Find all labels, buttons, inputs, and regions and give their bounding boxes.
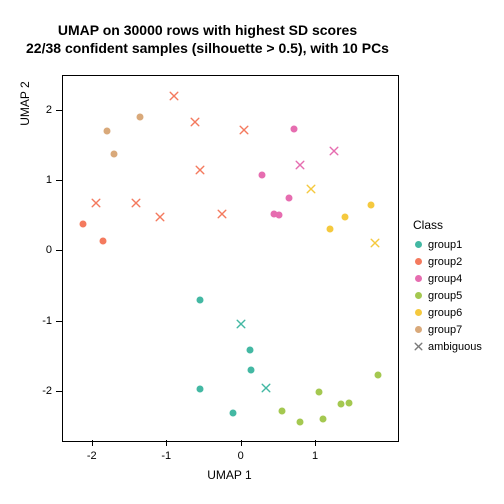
data-point xyxy=(79,220,86,227)
legend-title: Class xyxy=(413,218,482,232)
x-tick-label: 0 xyxy=(238,450,244,462)
x-tick xyxy=(241,440,242,446)
data-point xyxy=(306,184,316,194)
legend-item: group6 xyxy=(413,304,482,321)
data-point xyxy=(155,212,165,222)
data-point xyxy=(258,171,265,178)
y-tick xyxy=(56,180,62,181)
y-axis-label: UMAP 2 xyxy=(18,0,32,286)
legend-label: ambiguous xyxy=(428,341,482,353)
legend-item: group4 xyxy=(413,270,482,287)
legend-swatch xyxy=(413,291,423,301)
legend-label: group6 xyxy=(428,307,462,319)
legend-item: group5 xyxy=(413,287,482,304)
y-tick xyxy=(56,321,62,322)
legend-swatch xyxy=(413,342,423,352)
data-point xyxy=(276,212,283,219)
legend-label: group5 xyxy=(428,290,462,302)
data-point xyxy=(217,209,227,219)
data-point xyxy=(248,366,255,373)
chart-title: UMAP on 30000 rows with highest SD score… xyxy=(0,22,415,57)
legend-swatch xyxy=(413,308,423,318)
data-point xyxy=(91,198,101,208)
x-tick xyxy=(315,440,316,446)
data-point xyxy=(236,319,246,329)
data-point xyxy=(103,128,110,135)
plot-area xyxy=(62,75,399,442)
data-point xyxy=(291,126,298,133)
data-point xyxy=(246,347,253,354)
data-point xyxy=(319,415,326,422)
legend-label: group4 xyxy=(428,273,462,285)
legend-swatch xyxy=(413,240,423,250)
y-tick xyxy=(56,110,62,111)
data-point xyxy=(295,160,305,170)
y-tick-label: -2 xyxy=(34,385,52,397)
x-tick-label: -1 xyxy=(161,450,171,462)
chart-container: UMAP on 30000 rows with highest SD score… xyxy=(0,0,504,504)
legend-item: group2 xyxy=(413,253,482,270)
legend-swatch xyxy=(413,274,423,284)
legend-label: group2 xyxy=(428,256,462,268)
data-point xyxy=(370,238,380,248)
data-point xyxy=(230,410,237,417)
legend-item: group7 xyxy=(413,321,482,338)
legend-swatch xyxy=(413,325,423,335)
data-point xyxy=(341,213,348,220)
legend-item: ambiguous xyxy=(413,338,482,355)
x-tick xyxy=(92,440,93,446)
y-tick xyxy=(56,391,62,392)
x-tick-label: 1 xyxy=(312,450,318,462)
data-point xyxy=(137,114,144,121)
y-tick-label: -1 xyxy=(34,315,52,327)
data-point xyxy=(367,201,374,208)
data-point xyxy=(261,383,271,393)
title-line2: 22/38 confident samples (silhouette > 0.… xyxy=(0,40,415,58)
data-point xyxy=(345,399,352,406)
data-point xyxy=(131,198,141,208)
data-point xyxy=(111,151,118,158)
data-point xyxy=(327,226,334,233)
x-axis-label: UMAP 1 xyxy=(62,468,397,482)
data-point xyxy=(286,194,293,201)
data-point xyxy=(278,407,285,414)
data-point xyxy=(239,125,249,135)
data-point xyxy=(297,419,304,426)
data-point xyxy=(190,117,200,127)
legend-label: group7 xyxy=(428,324,462,336)
y-tick-label: 2 xyxy=(34,104,52,116)
data-point xyxy=(196,386,203,393)
y-tick xyxy=(56,250,62,251)
legend-item: group1 xyxy=(413,236,482,253)
data-point xyxy=(375,371,382,378)
y-tick-label: 0 xyxy=(34,244,52,256)
legend-label: group1 xyxy=(428,239,462,251)
x-tick-label: -2 xyxy=(87,450,97,462)
title-line1: UMAP on 30000 rows with highest SD score… xyxy=(0,22,415,40)
data-point xyxy=(169,91,179,101)
legend: Class group1 group2 group4 group5 group6 grou… xyxy=(413,218,482,355)
data-point xyxy=(99,237,106,244)
data-point xyxy=(195,165,205,175)
data-point xyxy=(338,400,345,407)
data-point xyxy=(315,389,322,396)
data-point xyxy=(329,146,339,156)
y-tick-label: 1 xyxy=(34,174,52,186)
legend-swatch xyxy=(413,257,423,267)
data-point xyxy=(196,296,203,303)
x-tick xyxy=(166,440,167,446)
